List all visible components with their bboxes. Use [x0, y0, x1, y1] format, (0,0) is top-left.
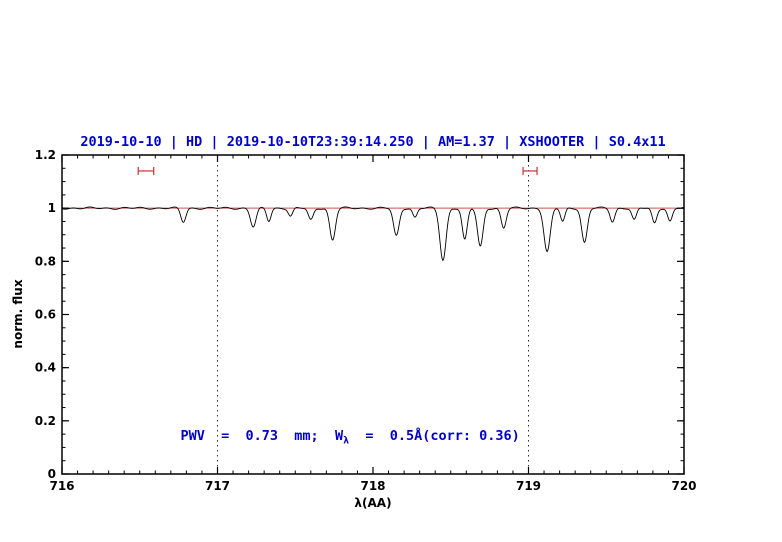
x-axis-label: λ(AA): [354, 496, 391, 510]
annotation-suffix: = 0.5Å(corr: 0.36): [349, 428, 520, 444]
y-tick-label: 0.6: [35, 308, 56, 322]
x-tick-label: 718: [360, 479, 385, 493]
annotation-lambda-subscript: λ: [343, 435, 350, 447]
y-tick-label: 1.2: [35, 148, 56, 162]
y-tick-label: 0.8: [35, 254, 56, 268]
x-tick-label: 717: [205, 479, 230, 493]
annotation-prefix: PWV = 0.73 mm; W: [180, 428, 344, 444]
x-tick-label: 720: [671, 479, 696, 493]
y-tick-label: 0.2: [35, 414, 56, 428]
plot-content: 716 717 718 719 720 0 0.2 0.4 0.6 0.8 1 1.2: [35, 148, 697, 493]
x-tick-label: 716: [49, 479, 74, 493]
spectrum-line: [61, 206, 685, 262]
plot-title: 2019-10-10 | HD | 2019-10-10T23:39:14.25…: [80, 134, 666, 150]
y-tick-label: 0: [48, 467, 56, 481]
x-tick-label: 719: [516, 479, 541, 493]
y-axis-label: norm. flux: [11, 279, 25, 348]
y-tick-label: 0.4: [35, 361, 56, 375]
y-tick-label: 1: [48, 201, 56, 215]
pwv-annotation: PWV = 0.73 mm; Wλ = 0.5Å(corr: 0.36): [148, 412, 520, 463]
